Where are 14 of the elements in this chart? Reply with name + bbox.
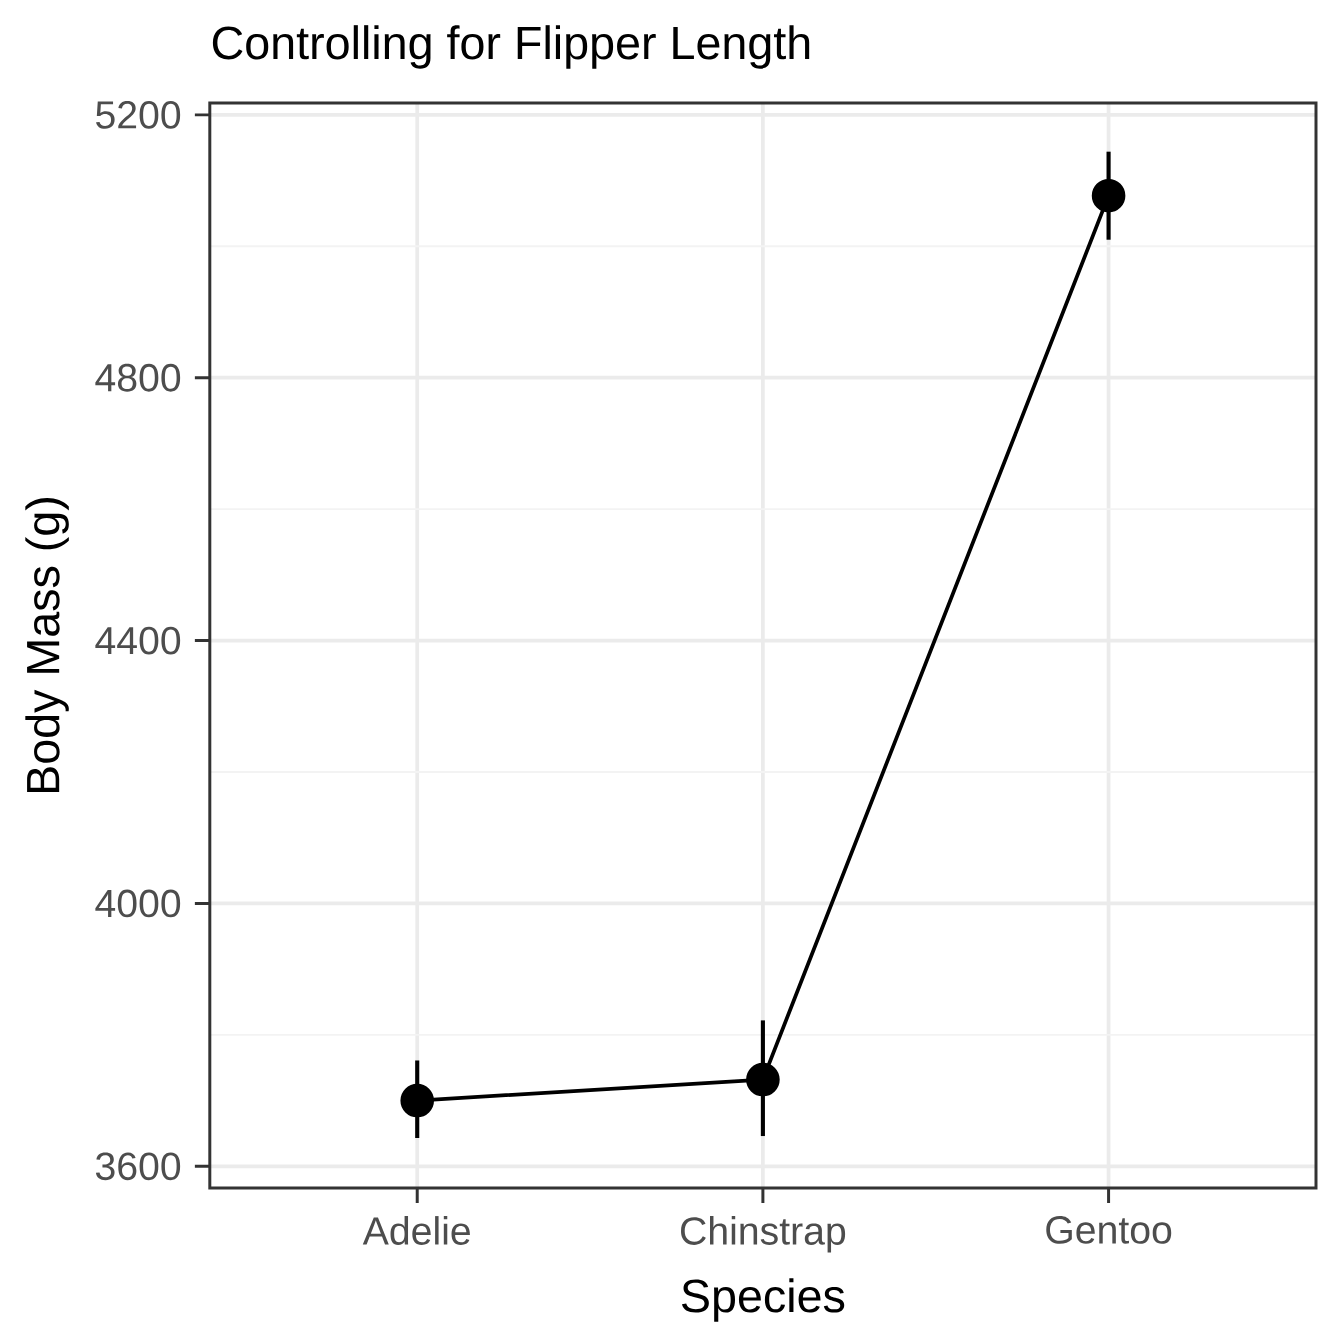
y-tick-label: 4000 xyxy=(95,889,181,918)
y-axis-title: Body Mass (g) xyxy=(25,498,69,793)
x-tick-label: Gentoo xyxy=(1046,1216,1172,1244)
y-tick-label: 3600 xyxy=(95,1152,181,1181)
point xyxy=(400,1083,435,1118)
point xyxy=(746,1062,780,1097)
chart-title: Controlling for Flipper Length xyxy=(212,25,810,69)
x-axis-title: Species xyxy=(682,1278,845,1322)
y-tick-label: 5200 xyxy=(96,101,181,129)
y-tick-label: 4800 xyxy=(95,363,181,392)
y-tick-label: 4400 xyxy=(95,626,181,655)
point xyxy=(1091,178,1126,213)
x-tick-label: Chinstrap xyxy=(681,1216,846,1253)
x-tick-label: Adelie xyxy=(362,1216,470,1245)
